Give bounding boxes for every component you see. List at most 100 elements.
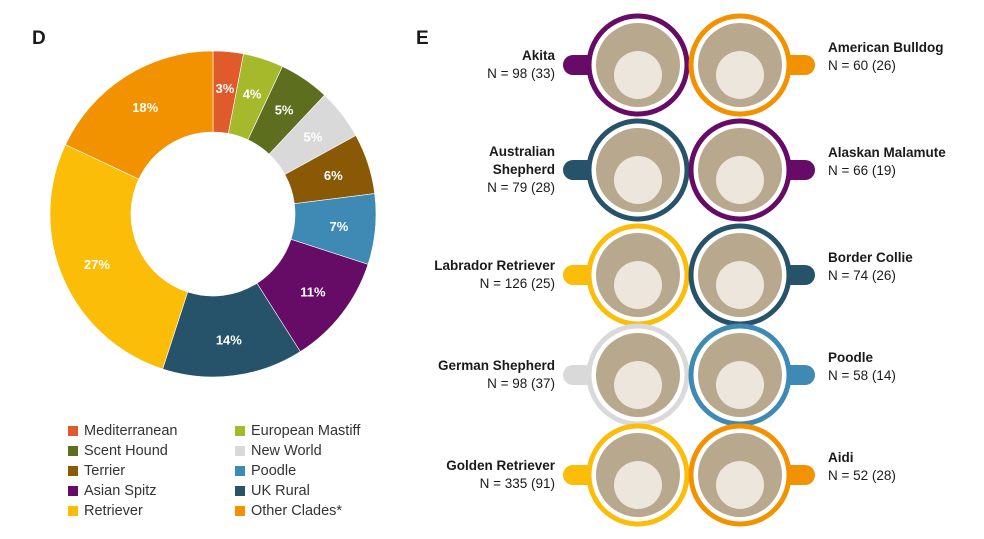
breed-ring (688, 118, 815, 222)
breed-count: N = 126 (25) (479, 276, 555, 291)
slice-label: 5% (304, 129, 323, 144)
slice-label: 18% (132, 100, 158, 115)
legend-swatch (68, 425, 78, 436)
legend: Mediterranean European Mastiff Scent Hound… (68, 422, 395, 519)
legend-label: UK Rural (251, 482, 310, 499)
breed-name: German Shepherd (437, 358, 555, 373)
dog-face (614, 361, 662, 409)
breed-ring (688, 13, 815, 117)
breed-name: Poodle (828, 350, 874, 365)
ring (586, 13, 690, 117)
legend-item: UK Rural (235, 482, 395, 499)
donut-slice-8 (49, 144, 189, 370)
donut-slice-9 (65, 50, 214, 180)
dog-face (614, 156, 662, 204)
breed-ring (688, 423, 815, 527)
legend-item: Asian Spitz (68, 482, 235, 499)
legend-label: Terrier (84, 462, 126, 479)
ring (586, 118, 690, 222)
slice-label: 14% (216, 333, 242, 348)
slice-label: 7% (330, 219, 349, 234)
legend-item: European Mastiff (235, 422, 395, 439)
dog-face (614, 261, 662, 309)
dog-face (716, 156, 764, 204)
breed-name: Aidi (828, 450, 854, 465)
breed-label: Aidi N = 52 (28) (828, 449, 984, 485)
breed-name: Alaskan Malamute (828, 145, 946, 160)
breed-count: N = 52 (28) (828, 468, 896, 483)
legend-swatch (68, 445, 78, 456)
slice-label: 6% (324, 168, 343, 183)
ring (688, 118, 792, 222)
legend-label: European Mastiff (251, 422, 361, 439)
breed-count: N = 98 (33) (487, 66, 555, 81)
legend-swatch (68, 465, 78, 476)
panel-label-d: D (32, 28, 46, 49)
breed-ring (688, 223, 815, 327)
ring (688, 423, 792, 527)
breed-ring (688, 323, 815, 427)
breed-ring (563, 323, 690, 427)
legend-item: Mediterranean (68, 422, 235, 439)
breed-name: Labrador Retriever (434, 258, 555, 273)
breed-label: German Shepherd N = 98 (37) (405, 357, 555, 393)
legend-item: Scent Hound (68, 442, 235, 459)
slice-label: 27% (84, 257, 110, 272)
legend-item: New World (235, 442, 395, 459)
slice-label: 11% (300, 285, 326, 300)
legend-swatch (235, 505, 245, 516)
breed-label: Alaskan Malamute N = 66 (19) (828, 144, 984, 180)
legend-swatch (68, 485, 78, 496)
legend-swatch (68, 505, 78, 516)
breed-name: Golden Retriever (446, 458, 555, 473)
legend-swatch (235, 425, 245, 436)
legend-swatch (235, 465, 245, 476)
slice-label: 5% (275, 102, 294, 117)
dog-face (716, 51, 764, 99)
breed-label: Border Collie N = 74 (26) (828, 249, 984, 285)
legend-label: Mediterranean (84, 422, 178, 439)
legend-item: Poodle (235, 462, 395, 479)
dog-face (716, 461, 764, 509)
breed-label: American Bulldog N = 60 (26) (828, 39, 984, 75)
breed-label: Labrador Retriever N = 126 (25) (405, 257, 555, 293)
legend-item: Other Clades* (235, 502, 395, 519)
breed-count: N = 98 (37) (487, 376, 555, 391)
breed-ring (563, 223, 690, 327)
legend-label: Other Clades* (251, 502, 343, 519)
breed-label: Australian Shepherd N = 79 (28) (405, 143, 555, 197)
breed-name: Akita (521, 48, 555, 63)
legend-label: Retriever (84, 502, 143, 519)
legend-item: Terrier (68, 462, 235, 479)
breed-label: Poodle N = 58 (14) (828, 349, 984, 385)
dog-face (614, 51, 662, 99)
dog-face (716, 261, 764, 309)
breed-count: N = 58 (14) (828, 368, 896, 383)
slice-label: 4% (243, 87, 262, 102)
breed-count: N = 66 (19) (828, 163, 896, 178)
slice-label: 3% (216, 81, 235, 96)
donut-chart: 3% 4% 5% 5% 6% 7% 11% 14% 27% 18% (49, 50, 377, 378)
breed-name: Border Collie (828, 250, 913, 265)
legend-swatch (235, 445, 245, 456)
legend-swatch (235, 485, 245, 496)
legend-label: Scent Hound (84, 442, 168, 459)
legend-label: Asian Spitz (84, 482, 157, 499)
breed-ring (563, 118, 690, 222)
breed-ring (563, 423, 690, 527)
breed-name: Australian Shepherd (488, 144, 555, 177)
dog-face (716, 361, 764, 409)
breed-count: N = 74 (26) (828, 268, 896, 283)
ring (586, 423, 690, 527)
breed-ring (563, 13, 690, 117)
legend-label: New World (251, 442, 322, 459)
dog-face (614, 461, 662, 509)
breed-count: N = 335 (91) (479, 476, 555, 491)
panel-label-e: E (416, 28, 429, 49)
breed-label: Akita N = 98 (33) (405, 47, 555, 83)
breed-count: N = 79 (28) (487, 180, 555, 195)
breed-label: Golden Retriever N = 335 (91) (405, 457, 555, 493)
breed-name: American Bulldog (828, 40, 944, 55)
ring (688, 13, 792, 117)
